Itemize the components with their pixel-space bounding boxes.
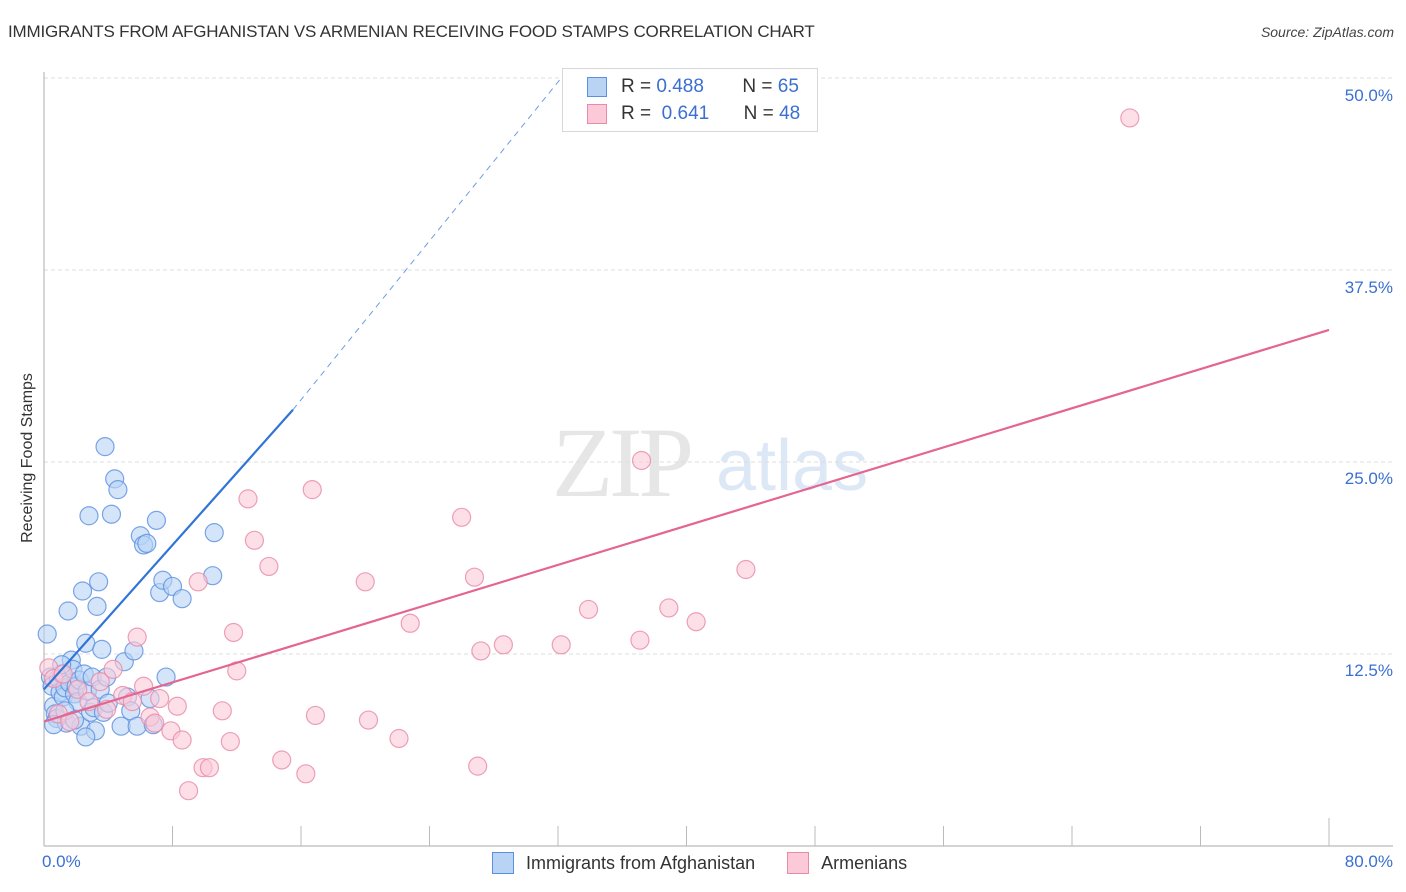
data-point[interactable] <box>199 758 220 778</box>
gridlines <box>44 77 1393 655</box>
data-point[interactable] <box>259 556 279 577</box>
y-tick-12-5: 12.5% <box>1344 661 1393 680</box>
data-point[interactable] <box>58 601 78 621</box>
data-point[interactable] <box>659 598 679 618</box>
x-tick-80: 80.0% <box>1344 852 1393 871</box>
legend-label: Armenians <box>821 852 908 873</box>
data-point[interactable] <box>296 764 316 784</box>
data-point[interactable] <box>223 622 244 643</box>
data-point[interactable] <box>302 480 322 500</box>
r-label: R = <box>621 103 652 124</box>
data-point[interactable] <box>95 437 115 457</box>
afghanistan-trend-line <box>43 409 294 691</box>
y-tick-25: 25.0% <box>1344 469 1393 488</box>
data-point[interactable] <box>389 728 409 749</box>
data-point[interactable] <box>212 701 232 721</box>
legend-item-afghanistan[interactable]: Immigrants from Afghanistan <box>492 852 755 874</box>
data-point[interactable] <box>89 572 109 592</box>
data-point[interactable] <box>172 730 192 750</box>
y-axis-label: Receiving Food Stamps <box>19 373 36 543</box>
armenians-trend-line <box>43 328 1330 723</box>
data-point[interactable] <box>111 716 131 736</box>
data-point[interactable] <box>79 506 99 526</box>
r-label: R = <box>621 76 652 97</box>
axes <box>43 72 1393 847</box>
data-point[interactable] <box>172 589 192 609</box>
n-value: 48 <box>779 103 801 124</box>
data-point[interactable] <box>736 559 756 580</box>
trend-lines <box>43 77 1330 723</box>
data-point[interactable] <box>178 781 199 801</box>
legend-item-armenians[interactable]: Armenians <box>787 852 907 874</box>
data-point[interactable] <box>60 711 80 732</box>
source-label: Source: ZipAtlas.com <box>1260 24 1394 40</box>
data-point[interactable] <box>244 530 265 550</box>
data-point[interactable] <box>103 659 123 679</box>
data-point[interactable] <box>355 572 375 592</box>
n-label: N = <box>743 103 774 124</box>
data-point[interactable] <box>220 731 240 752</box>
data-point[interactable] <box>471 641 491 661</box>
pink-swatch-icon <box>587 104 607 124</box>
data-point[interactable] <box>464 567 485 587</box>
r-value: 0.641 <box>661 103 710 124</box>
data-point[interactable] <box>578 599 599 620</box>
r-value: 0.488 <box>656 76 704 97</box>
y-tick-37-5: 37.5% <box>1344 278 1393 297</box>
legend-label: Immigrants from Afghanistan <box>526 852 756 873</box>
data-point[interactable] <box>108 480 128 500</box>
chart-title: IMMIGRANTS FROM AFGHANISTAN VS ARMENIAN … <box>8 22 815 41</box>
series-armenians-points <box>39 108 1140 801</box>
n-label: N = <box>742 76 773 97</box>
data-point[interactable] <box>493 635 513 655</box>
data-point[interactable] <box>1120 108 1140 128</box>
data-point[interactable] <box>137 533 157 554</box>
data-point[interactable] <box>90 672 110 692</box>
data-point[interactable] <box>551 635 571 655</box>
data-point[interactable] <box>68 679 88 699</box>
data-point[interactable] <box>101 504 122 524</box>
data-point[interactable] <box>630 630 650 650</box>
data-point[interactable] <box>238 489 258 509</box>
data-point[interactable] <box>686 612 706 632</box>
data-point[interactable] <box>92 639 112 659</box>
data-point[interactable] <box>37 624 57 644</box>
stats-legend: R = 0.488 N = 65 R = 0.641 N = 48 <box>562 68 818 132</box>
data-point[interactable] <box>150 688 170 709</box>
data-point[interactable] <box>87 596 107 616</box>
data-point[interactable] <box>76 727 96 747</box>
data-point[interactable] <box>272 750 292 770</box>
x-tick-0: 0.0% <box>42 852 81 871</box>
blue-swatch-icon <box>492 852 514 874</box>
pink-swatch-icon <box>787 852 810 874</box>
data-point[interactable] <box>452 507 472 527</box>
data-point[interactable] <box>167 696 187 716</box>
data-point[interactable] <box>72 581 93 601</box>
n-value: 65 <box>777 76 799 97</box>
data-point[interactable] <box>631 450 652 471</box>
afghanistan-trend-extension <box>292 77 562 411</box>
data-point[interactable] <box>204 523 224 543</box>
y-tick-50: 50.0% <box>1344 86 1393 105</box>
legend-row-afghanistan: R = 0.488 N = 65 <box>587 75 799 99</box>
data-point[interactable] <box>146 510 167 530</box>
data-point[interactable] <box>156 667 176 687</box>
data-point[interactable] <box>358 710 379 730</box>
series-legend: Immigrants from Afghanistan Armenians <box>492 852 939 874</box>
data-point[interactable] <box>188 572 208 592</box>
data-point[interactable] <box>145 713 165 733</box>
data-point[interactable] <box>53 664 73 684</box>
data-point[interactable] <box>305 705 326 726</box>
data-point[interactable] <box>468 756 488 776</box>
blue-swatch-icon <box>587 77 607 97</box>
data-point[interactable] <box>127 627 147 647</box>
data-point[interactable] <box>400 613 420 633</box>
legend-row-armenians: R = 0.641 N = 48 <box>587 102 800 126</box>
